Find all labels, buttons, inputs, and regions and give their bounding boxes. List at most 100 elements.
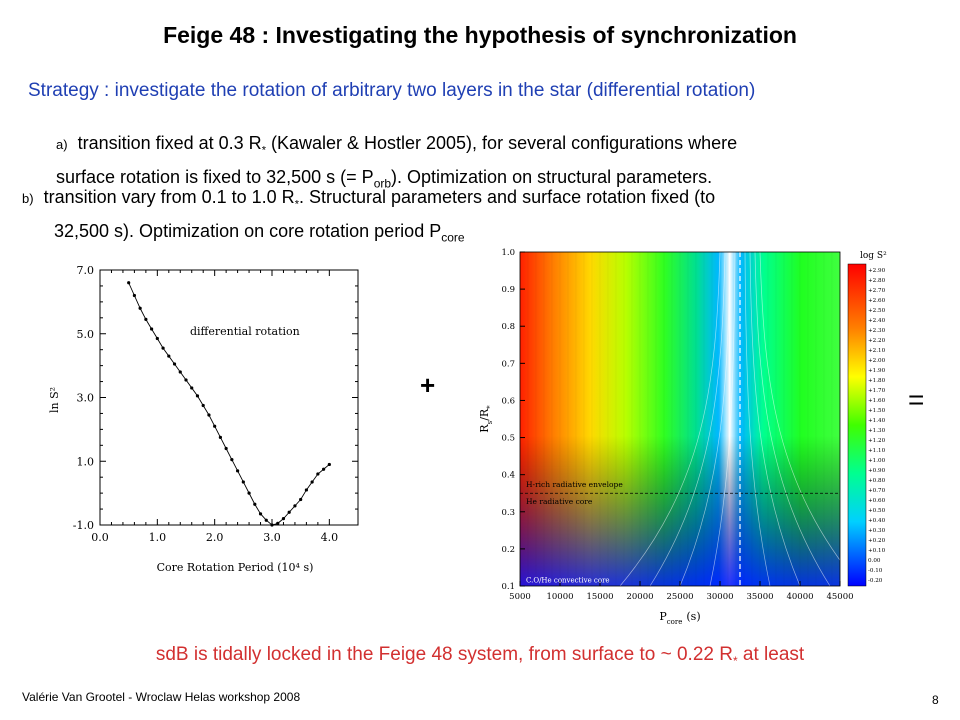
chart1-ylabel: ln S² — [48, 387, 61, 413]
chart1-point — [184, 378, 188, 382]
chart1-points — [127, 281, 331, 527]
heatmap-contour-curve — [744, 251, 771, 587]
heatmap-ytick-label: 0.1 — [501, 582, 515, 592]
chart1-point — [201, 403, 205, 408]
colorbar-tick-label: +2.80 — [868, 278, 886, 284]
chart1-point — [287, 510, 291, 514]
slide-title: Feige 48 : Investigating the hypothesis … — [163, 22, 797, 48]
colorbar-tick-label: +2.40 — [868, 318, 886, 324]
chart1-point — [190, 386, 194, 390]
colorbar-tick-label: +1.00 — [868, 458, 886, 464]
colorbar-tick-label: +2.60 — [868, 298, 886, 304]
chart1-point — [161, 346, 165, 350]
chart1-point — [172, 362, 177, 366]
chart1-point — [218, 435, 222, 439]
chart1-point — [138, 306, 142, 310]
chart1-point — [236, 469, 240, 473]
item-b-label: b) — [22, 191, 34, 206]
chart1-point — [195, 394, 200, 398]
heatmap-ytick-label: 0.5 — [501, 434, 515, 444]
chart1-xtick-label: 3.0 — [263, 531, 281, 544]
colorbar-tick-label: +0.70 — [868, 488, 886, 494]
chart1-series-line — [128, 282, 330, 526]
colorbar-tick-label: +1.30 — [868, 428, 886, 434]
colorbar-tick-label: +2.10 — [868, 348, 886, 354]
heatmap-ytick-label: 0.6 — [501, 396, 515, 406]
colorbar-tick-label: +1.80 — [868, 378, 886, 384]
strategy-text: Strategy : investigate the rotation of a… — [28, 80, 756, 101]
chart1-point — [167, 354, 171, 358]
item-a-line2: surface rotation is fixed to 32,500 s ( — [56, 166, 347, 187]
heatmap-contour-curve — [649, 251, 726, 587]
item-a: a) transition fixed at 0.3 R* (Kawaler &… — [56, 133, 738, 191]
colorbar-tick-label: +0.60 — [868, 498, 886, 504]
chart1-ticks: 0.0 1.0 2.0 3.0 4.0 -1.0 1.0 3.0 5.0 7.0 — [73, 264, 358, 544]
colorbar-tick-label: +1.20 — [868, 438, 886, 444]
colorbar-tick-label: +2.20 — [868, 338, 886, 344]
heatmap-xtick-label: 10000 — [546, 592, 573, 602]
heatmap-annotation-envelope: H-rich radiative envelope — [526, 480, 623, 489]
heatmap-xtick-label: 35000 — [746, 592, 773, 602]
chart1-annotation: differential rotation — [190, 325, 300, 338]
conclusion-text: sdB is tidally locked in the Feige 48 sy… — [155, 644, 805, 668]
colorbar-tick-label: +0.90 — [868, 468, 886, 474]
colorbar-tick-label: +1.40 — [868, 418, 886, 424]
chart1-point — [178, 370, 182, 374]
heatmap-contour-curve — [709, 251, 736, 587]
heatmap-xtick-label: 5000 — [509, 592, 531, 602]
heatmap-lower-shade — [520, 252, 840, 586]
heatmap-xtick-label: 40000 — [786, 592, 813, 602]
heatmap-contour-curve — [749, 251, 801, 587]
chart1-xtick-label: 2.0 — [206, 531, 224, 544]
heatmap-contour-curve — [679, 251, 731, 587]
chart1-point — [247, 491, 251, 495]
colorbar-tick-label: +0.40 — [868, 518, 886, 524]
chart1-point — [304, 488, 308, 492]
chart1-point — [253, 502, 257, 506]
colorbar-tick-label: +2.30 — [868, 328, 886, 334]
chart1-xlabel: Core Rotation Period (10⁴ s) — [157, 561, 314, 574]
item-b-line2: 32,500 s). Optimization on core rotation… — [54, 220, 442, 241]
colorbar-tick-label: +0.30 — [868, 528, 886, 534]
equals-sign: = — [908, 384, 925, 415]
chart1-point — [264, 518, 268, 522]
colorbar-tick-label: +0.10 — [868, 548, 886, 554]
colorbar-tick-label: -0.20 — [868, 578, 883, 584]
heatmap-ytick-label: 0.7 — [501, 359, 515, 369]
chart1-point — [155, 336, 159, 341]
chart1-point — [276, 521, 280, 526]
chart1-point — [241, 480, 245, 484]
heatmap-xtick-label: 15000 — [586, 592, 613, 602]
chart1-point — [258, 512, 263, 516]
heatmap-ylabel: Rs/R* — [478, 405, 494, 433]
chart1-point — [327, 462, 331, 467]
chart1-point — [322, 467, 326, 471]
item-a-label: a) — [56, 137, 68, 152]
chart1-point — [270, 523, 274, 527]
chart1-point — [150, 327, 154, 331]
heatmap-ytick-label: 0.3 — [501, 508, 515, 518]
heatmap-contour-curve — [759, 251, 861, 587]
chart1-xtick-label: 0.0 — [91, 531, 109, 544]
chart1-point — [132, 293, 136, 298]
chart1-xtick-label: 4.0 — [321, 531, 339, 544]
colorbar-tick-label: +1.60 — [868, 398, 886, 404]
colorbar-tick-label: +2.90 — [868, 268, 886, 274]
chart1-xtick-label: 1.0 — [149, 531, 167, 544]
colorbar-ticks: +2.90 +2.80 +2.70 +2.60 +2.50 +2.40 +2.30 +2.20… — [868, 268, 886, 584]
plus-sign: + — [420, 370, 436, 400]
heatmap-ticks: 5000 10000 15000 20000 25000 30000 35000 40000 4… — [501, 248, 853, 602]
heatmap-ytick-label: 1.0 — [501, 248, 515, 258]
heatmap-xtick-label: 25000 — [666, 592, 693, 602]
colorbar-tick-label: +1.50 — [868, 408, 886, 414]
chart1-point — [299, 497, 303, 502]
chart1-ytick-label: 7.0 — [77, 264, 95, 277]
chart1-point — [224, 446, 228, 451]
colorbar-tick-label: +1.10 — [868, 448, 886, 454]
colorbar-tick-label: -0.10 — [868, 568, 883, 574]
chart1-point — [207, 413, 211, 417]
heatmap-ytick-label: 0.8 — [501, 322, 515, 332]
chart1-point — [316, 472, 320, 476]
chart1-ytick-label: 3.0 — [77, 392, 95, 405]
colorbar-title: log S² — [860, 251, 887, 261]
